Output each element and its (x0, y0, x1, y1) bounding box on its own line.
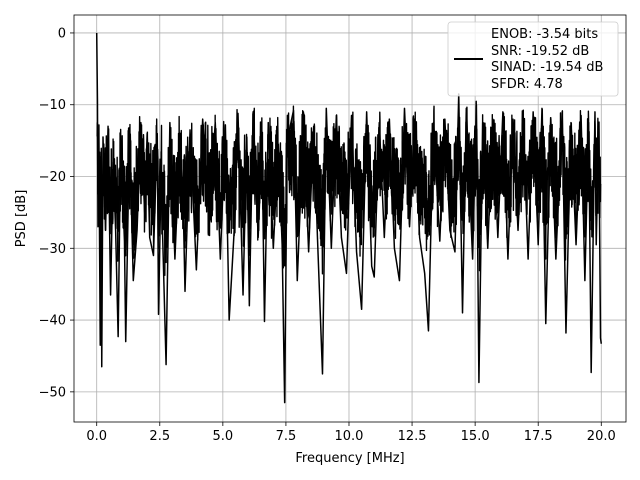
x-tick-label: 5.0 (213, 429, 234, 444)
x-tick-label: 20.0 (587, 429, 616, 444)
x-tick-label: 17.5 (524, 429, 553, 444)
x-tick-label: 15.0 (461, 429, 490, 444)
data-area (95, 32, 603, 404)
y-tick-label: −30 (39, 242, 66, 257)
legend-sfdr: SFDR: 4.78 (491, 77, 563, 92)
y-tick-label: −50 (39, 385, 66, 400)
x-axis-label: Frequency [MHz] (295, 451, 404, 466)
x-tick-label: 2.5 (149, 429, 170, 444)
x-tick-label: 0.0 (86, 429, 107, 444)
y-tick-label: −40 (39, 314, 66, 329)
axis-ticks: 0.0 2.5 5.0 7.5 10.0 12.5 15.0 17.5 20.0 0 −10 −20 −… (39, 26, 616, 444)
psd-series-line (95, 32, 603, 404)
y-tick-label: −20 (39, 170, 66, 185)
x-tick-label: 10.0 (335, 429, 364, 444)
legend: ENOB: -3.54 bits SNR: -19.52 dB SINAD: -… (447, 21, 619, 97)
legend-box (447, 21, 619, 97)
psd-noise-band (96, 100, 602, 277)
y-tick-label: −10 (39, 98, 66, 113)
legend-sinad: SINAD: -19.54 dB (491, 60, 603, 75)
legend-snr: SNR: -19.52 dB (491, 44, 589, 59)
y-tick-label: 0 (58, 26, 66, 41)
x-tick-label: 12.5 (398, 429, 427, 444)
y-axis-label: PSD [dB] (14, 190, 29, 248)
x-tick-label: 7.5 (276, 429, 297, 444)
plot-frame (73, 14, 627, 423)
legend-enob: ENOB: -3.54 bits (491, 27, 598, 42)
